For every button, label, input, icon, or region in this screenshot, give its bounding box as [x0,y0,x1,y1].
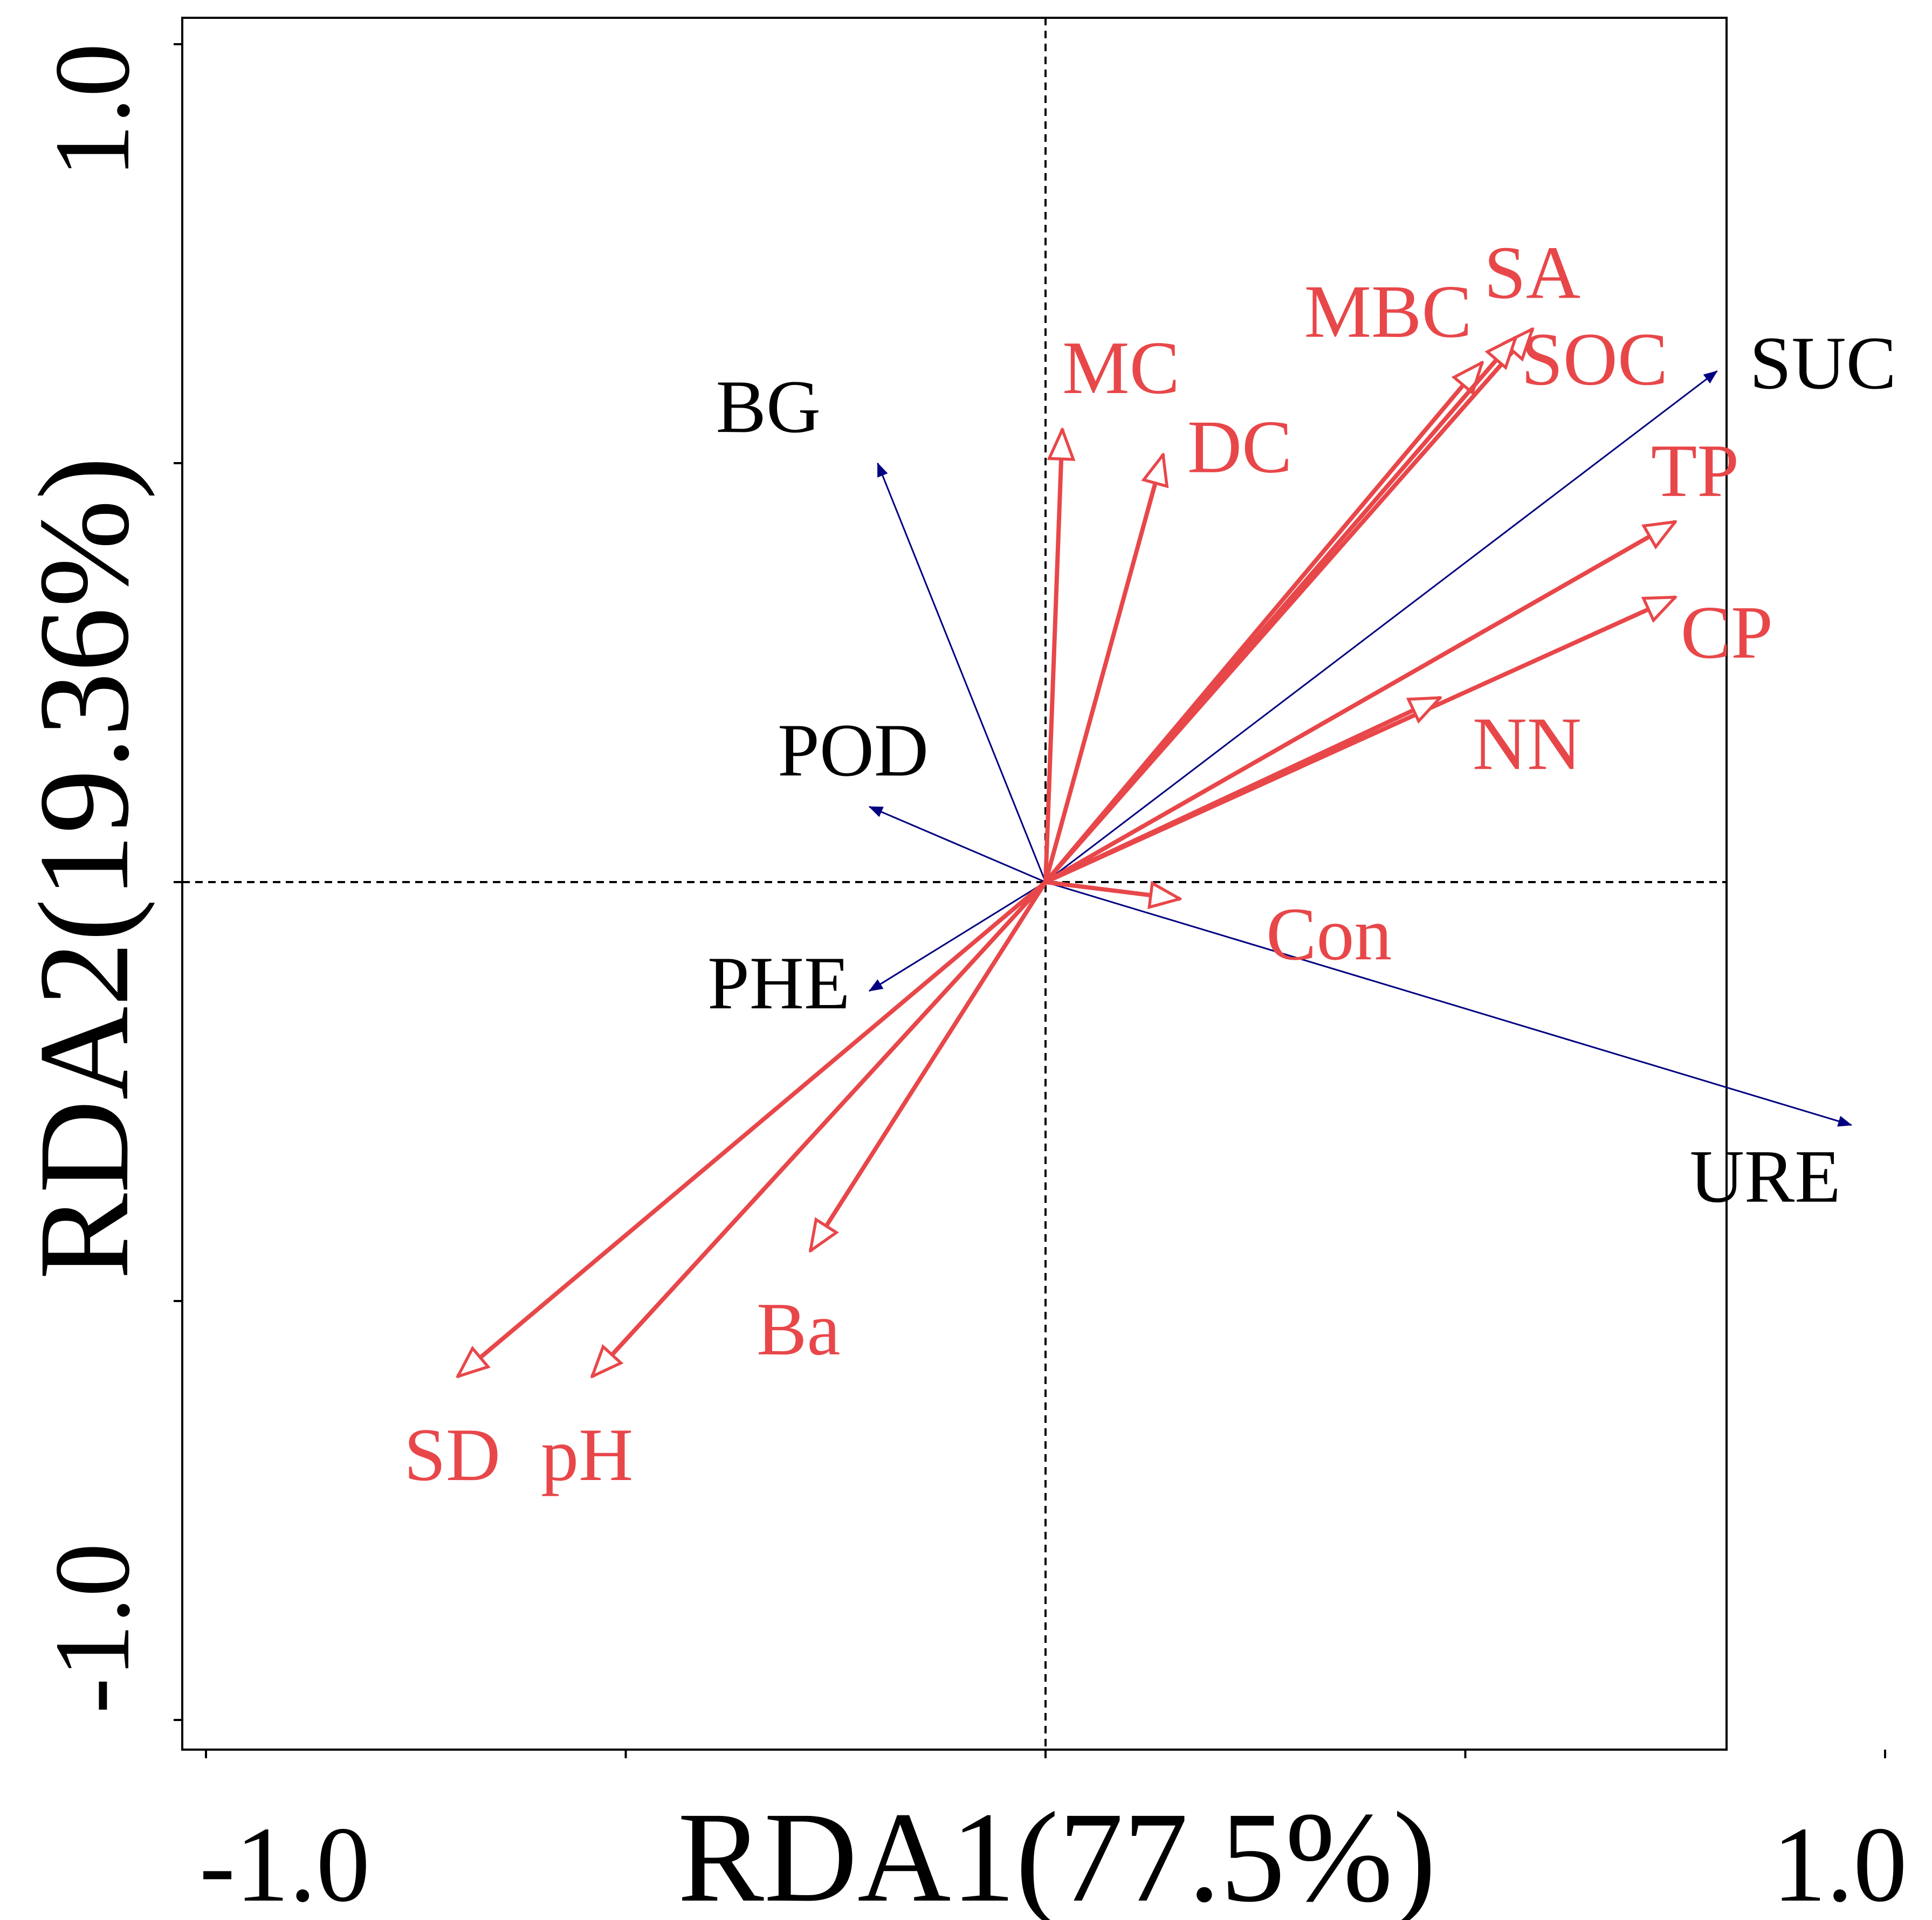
vector-bg [877,462,1047,883]
vector-suc [1045,370,1718,883]
y-tick-label-min: -1.0 [33,1543,152,1714]
vector-con [1045,880,1180,899]
vector-label-sd: SD [404,1413,500,1497]
y-axis-title: RDA2(19.36%) [12,457,155,1279]
vector-label-tp: TP [1651,429,1739,513]
vector-pod [868,806,1046,883]
vector-label-nn: NN [1473,702,1582,786]
vector-label-sa: SA [1484,231,1580,314]
plot-frame [181,17,1728,1751]
vector-ba [810,880,1048,1251]
vector-label-dc: DC [1187,405,1292,489]
x-axis-title: RDA1(77.5%) [678,1785,1436,1920]
vector-label-ure: URE [1690,1135,1841,1219]
y-tick-label-max: 1.0 [33,43,152,178]
vector-label-cp: CP [1681,591,1773,675]
vector-label-mc: MC [1062,326,1180,410]
vector-label-phe: PHE [707,941,850,1025]
vector-label-con: Con [1266,892,1392,976]
x-tick-label-min: -1.0 [200,1805,370,1920]
vector-label-bg: BG [716,365,821,449]
vector-label-mbc: MBC [1304,270,1472,354]
vector-nn [1044,696,1440,884]
vector-sd [458,880,1047,1377]
vector-phe [868,881,1046,992]
vector-dc [1043,455,1163,883]
vector-label-soc: SOC [1521,318,1668,401]
vector-ure [1045,881,1852,1127]
y-axis-ticks [174,43,182,1721]
vector-soc [1043,338,1516,884]
vector-label-suc: SUC [1750,321,1896,405]
vector-ph [592,880,1047,1377]
vector-mc [1043,430,1062,883]
x-tick-label-max: 1.0 [1772,1805,1907,1920]
vector-label-pod: POD [778,708,929,792]
x-axis-ticks [205,1750,1886,1758]
biplot-vectors [458,329,1852,1377]
vector-label-ph: pH [541,1413,633,1497]
vector-label-ba: Ba [757,1288,841,1371]
vector-tp [1044,522,1675,884]
